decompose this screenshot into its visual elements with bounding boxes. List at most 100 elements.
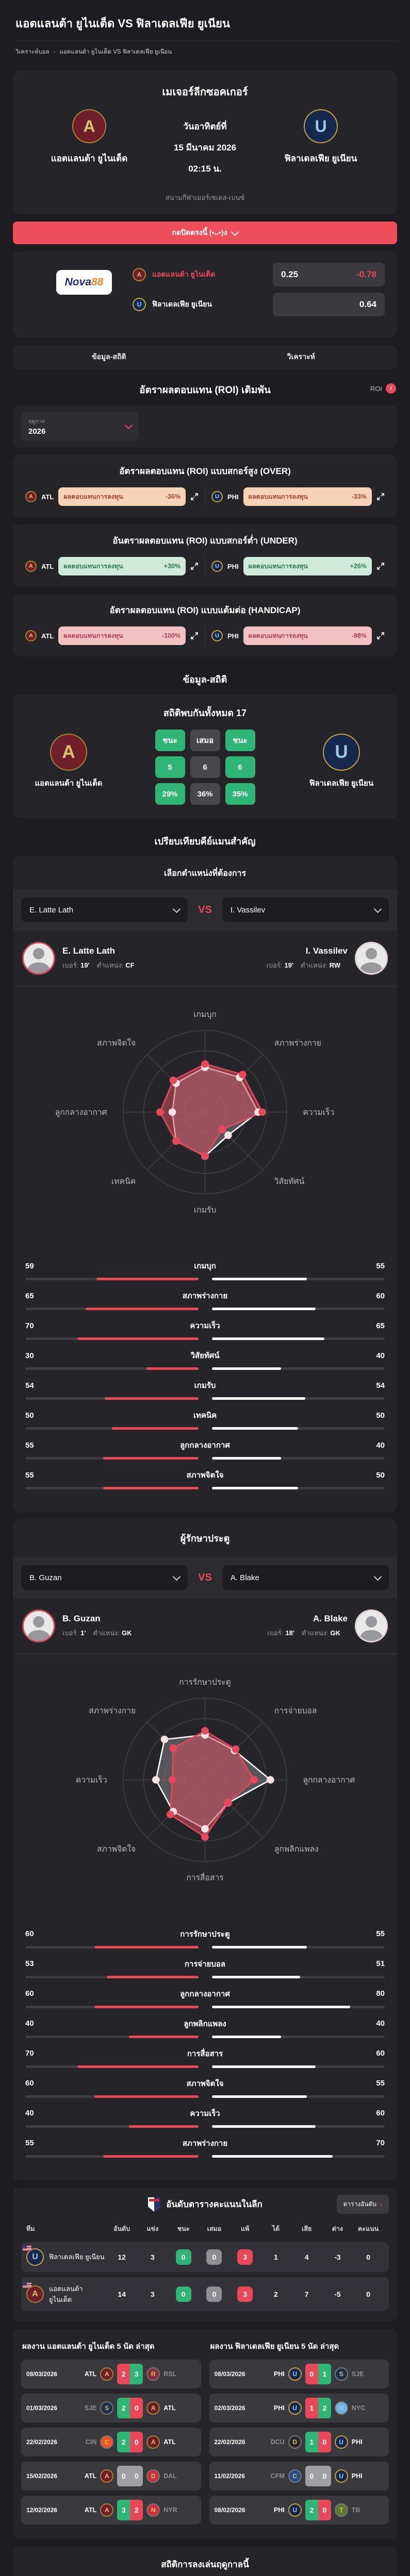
usa-flag-icon <box>23 2245 31 2251</box>
recent-form-home-title: ผลงาน แอตแลนต้า ยูไนเต็ด 5 นัด ล่าสุด <box>22 2342 155 2351</box>
match-home: ATL A <box>64 2503 114 2517</box>
home-score: 2 <box>305 2499 318 2520</box>
odds-card: Nova 88 A แอตแลนต้า ยูไนเต็ด 0.25 -0.78 U… <box>13 251 397 337</box>
home-score: 0 <box>305 2363 318 2384</box>
player-name: A. Blake <box>313 1614 348 1624</box>
odds-away-name: ฟิลาเดลเฟีย ยูเนียน <box>152 300 212 308</box>
stat-label: สภาพจิตใจ <box>186 1471 224 1480</box>
club-logo-atl: A <box>100 2503 114 2517</box>
expand-icon[interactable] <box>376 632 385 640</box>
avatar <box>355 942 388 975</box>
odds-row-away: U ฟิลาเดลเฟีย ยูเนียน 0.64 <box>133 293 385 316</box>
collapse-button[interactable]: กดปิดตรงนี้ (•ᴗ•)ง <box>13 222 397 244</box>
expand-icon[interactable] <box>190 632 199 640</box>
roi-row: A ATL ผลตอบแทนการลงทุน -36% U PHI ผลตอบแทนการล… <box>19 487 391 506</box>
match-row: 08/03/2026 PHI U 0 1 S SJE <box>209 2359 389 2388</box>
standings-button[interactable]: ตารางอันดับ › <box>336 2195 389 2214</box>
number-label: เบอร์: <box>266 961 283 969</box>
compare-row-header: 70 ความเร็ว 65 <box>25 1319 385 1332</box>
home-odds-box[interactable]: 0.25 -0.78 <box>273 263 385 286</box>
away-odds-price: 0.64 <box>359 299 376 309</box>
team-abbr: DAL <box>163 2472 177 2480</box>
home-value: 70 <box>25 1321 34 1330</box>
compare-track <box>25 1945 385 1948</box>
match-row: 01/03/2026 SJE S 2 0 A ATL <box>21 2393 201 2422</box>
home-value: 40 <box>25 2109 34 2118</box>
stat-label: วิสัยทัศน์ <box>190 1351 220 1361</box>
cell-draw: 0 <box>199 2249 230 2265</box>
tab-analysis[interactable]: วิเคราะห์ <box>287 352 315 361</box>
compare-track <box>25 2095 385 2098</box>
stat-label: ลูกกลางอากาศ <box>180 1989 230 1998</box>
chevron-down-icon <box>373 905 382 913</box>
away-score: 0 <box>130 2397 143 2418</box>
club-logo-phi: U <box>288 2401 302 2415</box>
compare-track <box>25 2065 385 2068</box>
bookmaker-logo: Nova 88 <box>56 270 112 295</box>
match-home: SJE S <box>64 2401 114 2415</box>
gk-home-select[interactable]: B. Guzan <box>21 1565 188 1590</box>
club-logo-tb: T <box>334 2503 348 2517</box>
roi-team-cell: U PHI ผลตอบแทนการลงทุน +26% <box>205 557 391 575</box>
away-team-name: ฟิลาเดลเฟีย ยูเนียน <box>284 154 357 163</box>
away-odds-box[interactable]: 0.64 <box>273 293 385 316</box>
expand-icon[interactable] <box>376 562 385 570</box>
draw-chip: 0 <box>206 2249 222 2265</box>
match-away: R RSL <box>146 2367 195 2381</box>
match-date: 02/03/2026 <box>214 2404 245 2412</box>
gk-away-select[interactable]: A. Blake <box>222 1565 389 1590</box>
keyman-section-title: เปรียบเทียบคีย์แมนสำคัญ <box>154 836 256 846</box>
match-row: 11/02/2026 CFM C 0 0 U PHI <box>209 2461 389 2490</box>
svg-text:สภาพร่างกาย: สภาพร่างกาย <box>274 1039 321 1048</box>
club-logo-dcu: D <box>288 2435 302 2449</box>
expand-icon[interactable] <box>376 493 385 501</box>
away-value: 60 <box>376 2109 385 2118</box>
position-label: ตำแหน่ง: <box>301 1629 329 1637</box>
match-date: 22/02/2026 <box>214 2438 245 2446</box>
season-select[interactable]: ฤดูกาล 2026 <box>21 412 139 440</box>
radar-chart-svg: การรักษาประตูการจ่ายบอลลูกกลางอากาศลูกพล… <box>76 1678 355 1883</box>
h2h-box: 6 <box>225 756 255 778</box>
cell-draw: 0 <box>199 2286 230 2302</box>
tab-stats[interactable]: ข้อมูล-สถิติ <box>91 352 126 361</box>
roi-badge[interactable]: ROI i <box>370 383 396 394</box>
column-header: แข่ง <box>146 2225 159 2232</box>
player-name: I. Vassilev <box>305 946 348 956</box>
usa-flag-icon <box>23 2282 31 2288</box>
h2h-box: 29% <box>155 783 185 805</box>
away-bar <box>211 1427 385 1430</box>
compare-track <box>25 1337 385 1341</box>
home-score: 1 <box>305 2431 318 2452</box>
home-bar <box>25 1337 199 1341</box>
away-bar <box>211 2155 385 2158</box>
breadcrumb-root[interactable]: วิเคราะห์บอล <box>15 49 50 55</box>
standings-columns: ทีม อันดับ แข่ง ชนะ เสมอ แพ้ ได้ เสีย ต่าง คะแนน <box>21 2221 389 2237</box>
roi-value-bar: ผลตอบแทนการลงทุน +26% <box>243 557 372 575</box>
roi-section-card: อันตราผลตอบแทน (ROI) แบบสกอร์ต่ำ (UNDER)… <box>13 524 397 587</box>
info-icon[interactable]: i <box>386 383 396 394</box>
chevron-down-icon <box>124 421 133 430</box>
column-header: ชนะ <box>177 2225 190 2232</box>
match-row: 22/02/2026 CIN C 2 0 A ATL <box>21 2427 201 2456</box>
chevron-down-icon <box>172 905 181 913</box>
expand-icon[interactable] <box>190 493 199 501</box>
compare-row-header: 65 สภาพร่างกาย 60 <box>25 1290 385 1302</box>
compare-track <box>25 1427 385 1430</box>
keyman-compare-bars: 59 เกมบุก 55 65 สภาพร่างกาย 60 70 ความเร็ว 65 30 ว… <box>13 1245 397 1512</box>
keyman-home-select[interactable]: E. Latte Lath <box>21 897 188 922</box>
recent-form-home-list: 08/03/2026 ATL A 2 3 R RSL 01/03/2026 SJE S 2 0 A ATL… <box>21 2359 201 2524</box>
home-team-crest: A <box>72 109 106 143</box>
club-logo-phi: U <box>211 491 223 502</box>
compare-row-header: 30 วิสัยทัศน์ 40 <box>25 1349 385 1362</box>
team-abbr: ATL <box>41 632 54 640</box>
keyman-away-select[interactable]: I. Vassilev <box>222 897 389 922</box>
club-logo-dal: D <box>146 2469 160 2483</box>
team-abbr: ATL <box>84 2370 97 2378</box>
number-label: เบอร์: <box>62 1629 79 1637</box>
club-logo-atl: A <box>100 2367 114 2381</box>
h2h-title: สถิติพบกันทั้งหมด 17 <box>163 708 247 718</box>
away-team-crest: U <box>304 109 338 143</box>
svg-text:เกมรับ: เกมรับ <box>194 1206 216 1215</box>
expand-icon[interactable] <box>190 562 199 570</box>
